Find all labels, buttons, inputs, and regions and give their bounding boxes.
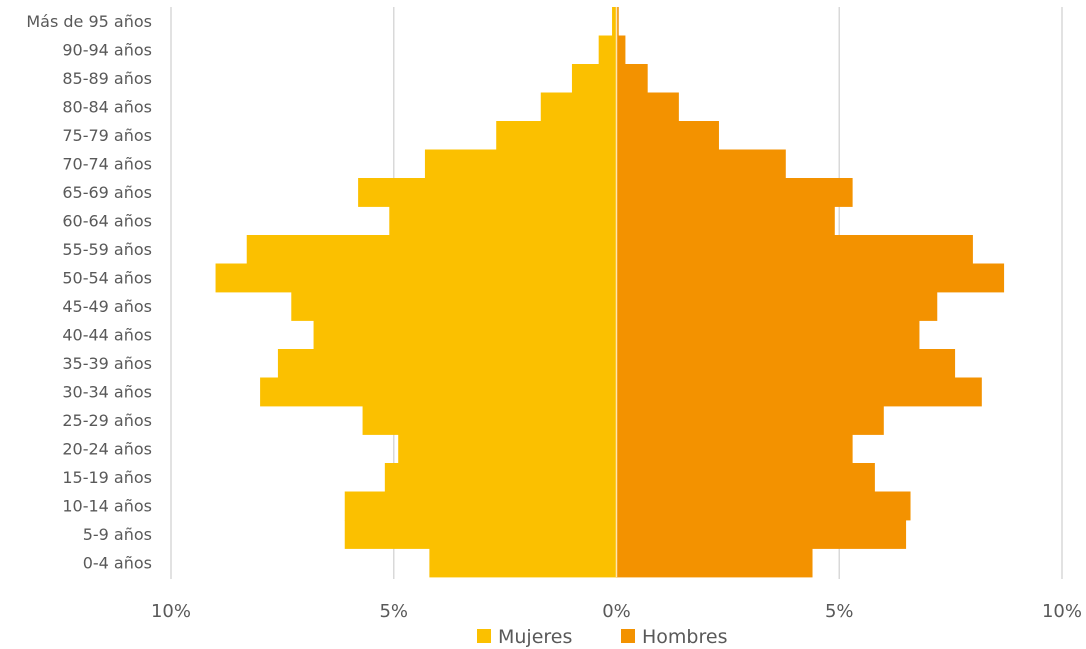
category-label: 20-24 años [62, 439, 152, 458]
bar-mujeres-5 [362, 406, 617, 435]
category-label: 60-64 años [62, 211, 152, 230]
bar-hombres-13 [616, 178, 853, 207]
bar-hombres-9 [616, 292, 938, 321]
category-label: 90-94 años [62, 40, 152, 59]
category-labels: 0-4 años 5-9 años 10-14 años 15-19 años 20-2… [26, 12, 152, 573]
category-label: 10-14 años [62, 496, 152, 515]
bar-hombres-15 [616, 121, 719, 150]
bar-mujeres-7 [277, 349, 617, 378]
category-label: 55-59 años [62, 240, 152, 259]
category-label: 40-44 años [62, 325, 152, 344]
bar-mujeres-6 [260, 377, 617, 407]
bar-hombres-8 [616, 320, 920, 350]
category-label: 25-29 años [62, 411, 152, 430]
category-label: 0-4 años [83, 553, 152, 572]
bar-hombres-10 [616, 263, 1005, 293]
category-label: 75-79 años [62, 126, 152, 145]
bar-mujeres-4 [398, 434, 617, 464]
category-label: 65-69 años [62, 183, 152, 202]
bar-mujeres-1 [344, 520, 617, 549]
bar-mujeres-15 [496, 121, 617, 150]
category-label: 80-84 años [62, 97, 152, 116]
bar-hombres-19 [616, 7, 619, 36]
bar-mujeres-17 [571, 64, 617, 93]
bar-mujeres-11 [246, 235, 617, 264]
x-tick-label: 0% [602, 601, 631, 622]
legend-label-mujeres: Mujeres [498, 626, 572, 648]
bar-hombres-6 [616, 377, 982, 407]
x-tick-label: 5% [379, 601, 408, 622]
bar-hombres-7 [616, 349, 956, 378]
bar-hombres-17 [616, 64, 648, 93]
bar-hombres-1 [616, 520, 907, 549]
bar-mujeres-19 [612, 7, 617, 36]
bar-hombres-16 [616, 92, 679, 122]
bar-mujeres-0 [429, 548, 617, 578]
bar-mujeres-3 [384, 463, 617, 492]
bar-hombres-2 [616, 491, 911, 521]
bar-hombres-18 [616, 35, 626, 65]
category-label: 35-39 años [62, 354, 152, 373]
bar-hombres-4 [616, 434, 853, 464]
bars [215, 7, 1005, 578]
category-label: 50-54 años [62, 268, 152, 287]
category-label: 5-9 años [83, 525, 152, 544]
category-label: 85-89 años [62, 69, 152, 88]
bar-hombres-14 [616, 149, 786, 179]
bar-mujeres-13 [358, 178, 617, 207]
category-label: 30-34 años [62, 382, 152, 401]
bar-mujeres-2 [344, 491, 617, 521]
category-label: 45-49 años [62, 297, 152, 316]
bar-hombres-11 [616, 235, 973, 264]
legend-label-hombres: Hombres [642, 626, 727, 648]
x-tick-labels: 10% 5% 0% 5% 10% [151, 601, 1082, 622]
bar-hombres-0 [616, 548, 813, 578]
bar-hombres-12 [616, 206, 835, 236]
bar-mujeres-18 [598, 35, 617, 65]
x-tick-label: 10% [151, 601, 191, 622]
bar-mujeres-8 [313, 320, 617, 350]
category-label: 70-74 años [62, 154, 152, 173]
category-label: 15-19 años [62, 468, 152, 487]
legend-swatch-mujeres [477, 629, 491, 643]
legend-swatch-hombres [621, 629, 635, 643]
x-tick-label: 10% [1042, 601, 1082, 622]
x-tick-label: 5% [825, 601, 854, 622]
category-label: Más de 95 años [26, 12, 152, 31]
legend: Mujeres Hombres [477, 626, 727, 648]
bar-hombres-3 [616, 463, 875, 492]
bar-mujeres-16 [540, 92, 617, 122]
bar-mujeres-14 [424, 149, 617, 179]
bar-mujeres-9 [291, 292, 617, 321]
bar-mujeres-12 [389, 206, 617, 236]
bar-hombres-5 [616, 406, 884, 435]
bar-mujeres-10 [215, 263, 617, 293]
